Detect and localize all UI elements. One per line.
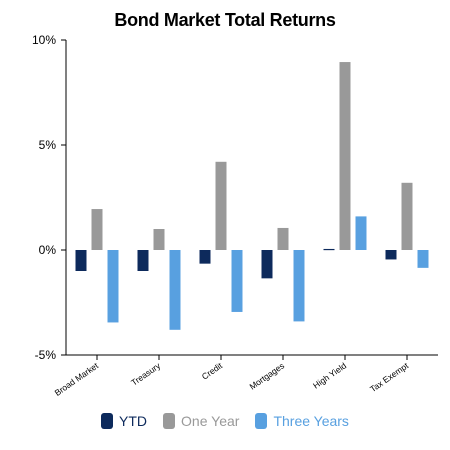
legend-swatch-ytd xyxy=(101,413,114,429)
legend-swatch-three-years xyxy=(255,413,268,429)
bar-one-year-credit[interactable] xyxy=(215,161,227,250)
x-tick-label: High Yield xyxy=(311,360,348,390)
bar-three-years-broad-market[interactable] xyxy=(107,250,119,323)
bar-ytd-high-yield[interactable] xyxy=(323,248,335,251)
legend-label-ytd: YTD xyxy=(119,413,148,429)
legend-item-three-years[interactable]: Three Years xyxy=(255,413,349,429)
bar-three-years-mortgages[interactable] xyxy=(293,250,305,322)
x-tick-label: Broad Market xyxy=(53,360,101,398)
x-tick-label: Treasury xyxy=(129,360,163,388)
y-tick-label: -5% xyxy=(35,348,57,362)
x-tick-label: Tax Exempt xyxy=(368,360,411,394)
legend-label-three-years: Three Years xyxy=(273,413,349,429)
legend-item-ytd[interactable]: YTD xyxy=(101,413,147,429)
bar-ytd-broad-market[interactable] xyxy=(75,250,87,271)
legend-label-one-year: One Year xyxy=(181,413,240,429)
bar-three-years-credit[interactable] xyxy=(231,250,243,312)
bar-one-year-mortgages[interactable] xyxy=(277,227,289,250)
x-tick-label: Mortgages xyxy=(248,360,287,391)
bar-ytd-mortgages[interactable] xyxy=(261,250,273,279)
legend: YTD One Year Three Years xyxy=(0,413,450,429)
bar-ytd-tax-exempt[interactable] xyxy=(385,250,397,260)
y-tick-label: 5% xyxy=(39,138,57,152)
y-tick-label: 0% xyxy=(39,243,57,257)
bar-three-years-high-yield[interactable] xyxy=(355,216,367,250)
y-tick-label: 10% xyxy=(32,33,56,47)
bar-one-year-tax-exempt[interactable] xyxy=(401,182,413,250)
bar-one-year-high-yield[interactable] xyxy=(339,62,351,250)
bar-three-years-treasury[interactable] xyxy=(169,250,181,330)
bar-ytd-credit[interactable] xyxy=(199,250,211,264)
bar-one-year-treasury[interactable] xyxy=(153,229,165,250)
legend-swatch-one-year xyxy=(163,413,176,429)
x-tick-label: Credit xyxy=(200,360,225,382)
bar-one-year-broad-market[interactable] xyxy=(91,209,103,250)
bar-three-years-tax-exempt[interactable] xyxy=(417,250,429,268)
bar-ytd-treasury[interactable] xyxy=(137,250,149,271)
legend-item-one-year[interactable]: One Year xyxy=(163,413,239,429)
chart-title: Bond Market Total Returns xyxy=(114,10,336,30)
